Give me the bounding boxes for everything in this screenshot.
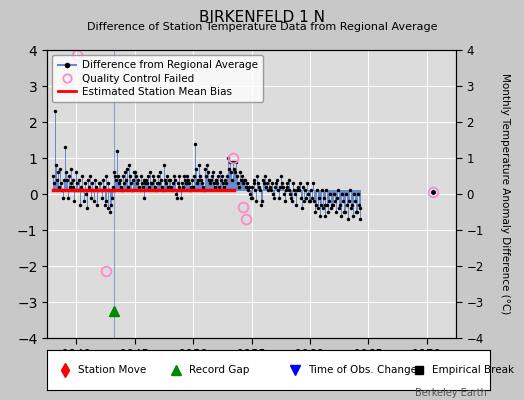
Text: Berkeley Earth: Berkeley Earth [416, 388, 487, 398]
Legend: Difference from Regional Average, Quality Control Failed, Estimated Station Mean: Difference from Regional Average, Qualit… [52, 55, 263, 102]
Text: Empirical Break: Empirical Break [432, 365, 515, 375]
Text: Station Move: Station Move [78, 365, 146, 375]
Text: Record Gap: Record Gap [189, 365, 249, 375]
Y-axis label: Monthly Temperature Anomaly Difference (°C): Monthly Temperature Anomaly Difference (… [500, 73, 510, 315]
Text: BIRKENFELD 1 N: BIRKENFELD 1 N [199, 10, 325, 25]
Text: Time of Obs. Change: Time of Obs. Change [309, 365, 418, 375]
Text: Difference of Station Temperature Data from Regional Average: Difference of Station Temperature Data f… [87, 22, 437, 32]
